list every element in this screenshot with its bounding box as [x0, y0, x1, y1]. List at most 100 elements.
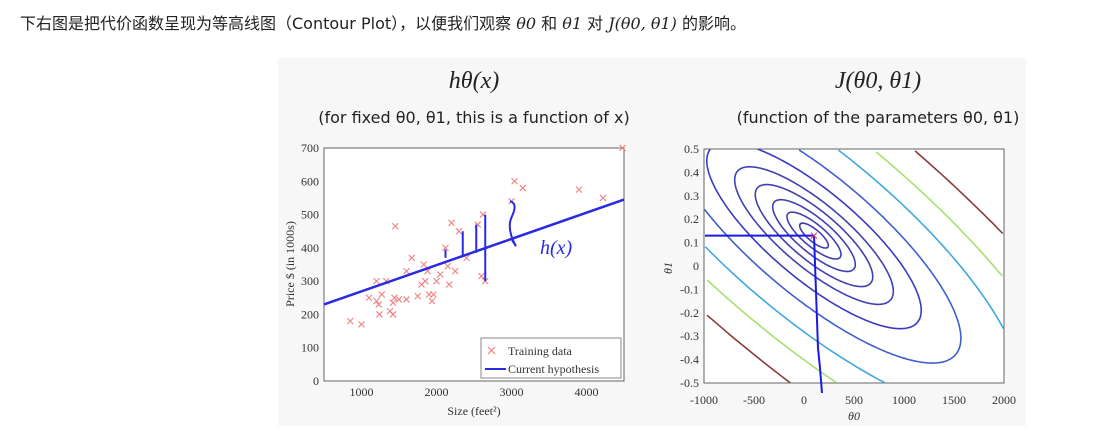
y-tick-label: 0.5: [684, 142, 699, 156]
training-point: [365, 294, 373, 302]
right-xlabel: θ0: [848, 409, 860, 423]
contour-line: [733, 166, 895, 306]
legend-marker-icon: [487, 346, 496, 355]
theta1-symbol: θ1: [562, 14, 583, 33]
y-tick-label: 0.3: [684, 189, 699, 203]
training-point: [444, 262, 452, 270]
y-tick-label: 0: [313, 374, 319, 388]
right-plot-area: [703, 148, 1005, 384]
training-point: [478, 272, 485, 280]
y-tick-label: 500: [301, 208, 319, 222]
y-tick-label: -0.4: [680, 353, 699, 367]
training-point: [389, 299, 397, 307]
x-tick-label: 500: [845, 393, 863, 407]
training-point: [403, 296, 410, 303]
training-point: [448, 219, 455, 227]
contour-line: [706, 150, 1004, 384]
figure-svg: hθ(x) (for fixed θ0, θ1, this is a funct…: [283, 68, 1020, 423]
training-point: [511, 177, 518, 185]
training-point: [376, 311, 383, 318]
training-point: [451, 267, 459, 275]
y-tick-label: 0.1: [684, 236, 699, 250]
training-point: [414, 292, 422, 300]
x-tick-label: 4000: [575, 385, 599, 399]
y-tick-label: -0.1: [680, 282, 699, 296]
training-point: [421, 277, 429, 285]
training-point: [455, 227, 463, 235]
hypothesis-line: [323, 198, 625, 306]
left-title: hθ(x): [449, 68, 499, 94]
training-point: [575, 186, 583, 193]
left-ylabel: Price $ (in 1000s): [283, 221, 297, 307]
x-tick-label: 1000: [350, 385, 374, 399]
training-point: [436, 271, 444, 278]
training-point: [408, 254, 416, 262]
training-point: [373, 297, 380, 305]
training-point: [346, 317, 354, 325]
training-point: [481, 277, 489, 285]
y-tick-label: 700: [301, 141, 319, 155]
legend: Training data Current hypothesis: [480, 337, 622, 379]
y-tick-label: 0: [693, 259, 699, 273]
contour-line: [798, 222, 830, 249]
training-point: [403, 267, 410, 275]
x-tick-label: -1000: [690, 393, 718, 407]
legend-training: Training data: [508, 344, 573, 358]
theta0-symbol: θ0: [516, 14, 537, 33]
training-point: [391, 294, 398, 302]
intro-text-end: 的影响。: [676, 14, 747, 33]
training-point: [395, 296, 403, 303]
x-tick-label: 1000: [892, 393, 916, 407]
intro-and: 和: [536, 14, 563, 33]
contour-line: [704, 149, 1005, 384]
y-tick-label: 0.4: [684, 165, 699, 179]
legend-hypothesis: Current hypothesis: [508, 362, 599, 376]
handwritten-annotation: h(x): [540, 237, 573, 259]
training-point: [373, 277, 380, 285]
y-tick-label: -0.3: [680, 329, 699, 343]
training-point: [375, 301, 383, 308]
training-point: [389, 311, 397, 318]
x-tick-label: 0: [801, 393, 807, 407]
contour-line: [706, 151, 1003, 383]
training-point: [619, 144, 626, 152]
x-tick-label: 2000: [992, 393, 1016, 407]
intro-text: 下右图是把代价函数呈现为等高线图（Contour Plot），以便我们观察: [20, 14, 517, 33]
right-ylabel: θ1: [661, 262, 675, 274]
contour-line: [754, 183, 874, 288]
right-subtitle: (function of the parameters θ0, θ1): [737, 108, 1020, 127]
left-xlabel: Size (feet²): [447, 404, 500, 418]
training-point: [442, 244, 449, 252]
minimum-marker: [810, 232, 818, 239]
y-tick-label: 0.2: [684, 212, 699, 226]
intro-to: 对: [582, 14, 609, 33]
contour-line: [706, 148, 922, 330]
training-point: [358, 321, 365, 328]
training-point: [445, 281, 453, 288]
training-point: [391, 222, 399, 230]
x-tick-label: -500: [743, 393, 765, 407]
training-point: [430, 291, 437, 298]
contour-line: [786, 211, 842, 260]
training-point: [428, 297, 436, 305]
contour-line: [771, 198, 857, 273]
cost-function-symbol: J(θ0, θ1): [608, 14, 677, 33]
y-tick-label: 600: [301, 174, 319, 188]
left-subtitle: (for fixed θ0, θ1, this is a function of…: [318, 108, 629, 127]
handwritten-brace: [508, 200, 517, 247]
y-tick-label: 400: [301, 241, 319, 255]
x-tick-label: 1500: [942, 393, 966, 407]
contour-line: [703, 149, 962, 364]
training-point: [433, 277, 440, 285]
y-tick-label: 300: [301, 274, 319, 288]
training-point: [519, 184, 527, 192]
training-point: [599, 194, 607, 202]
y-tick-label: 200: [301, 307, 319, 321]
training-point: [378, 291, 386, 298]
lecture-figure: hθ(x) (for fixed θ0, θ1, this is a funct…: [278, 58, 1026, 426]
gradient-descent-path: [705, 234, 823, 394]
y-tick-label: -0.2: [680, 306, 699, 320]
right-title: J(θ0, θ1): [835, 68, 921, 94]
y-tick-label: 100: [301, 341, 319, 355]
training-point: [420, 261, 428, 268]
